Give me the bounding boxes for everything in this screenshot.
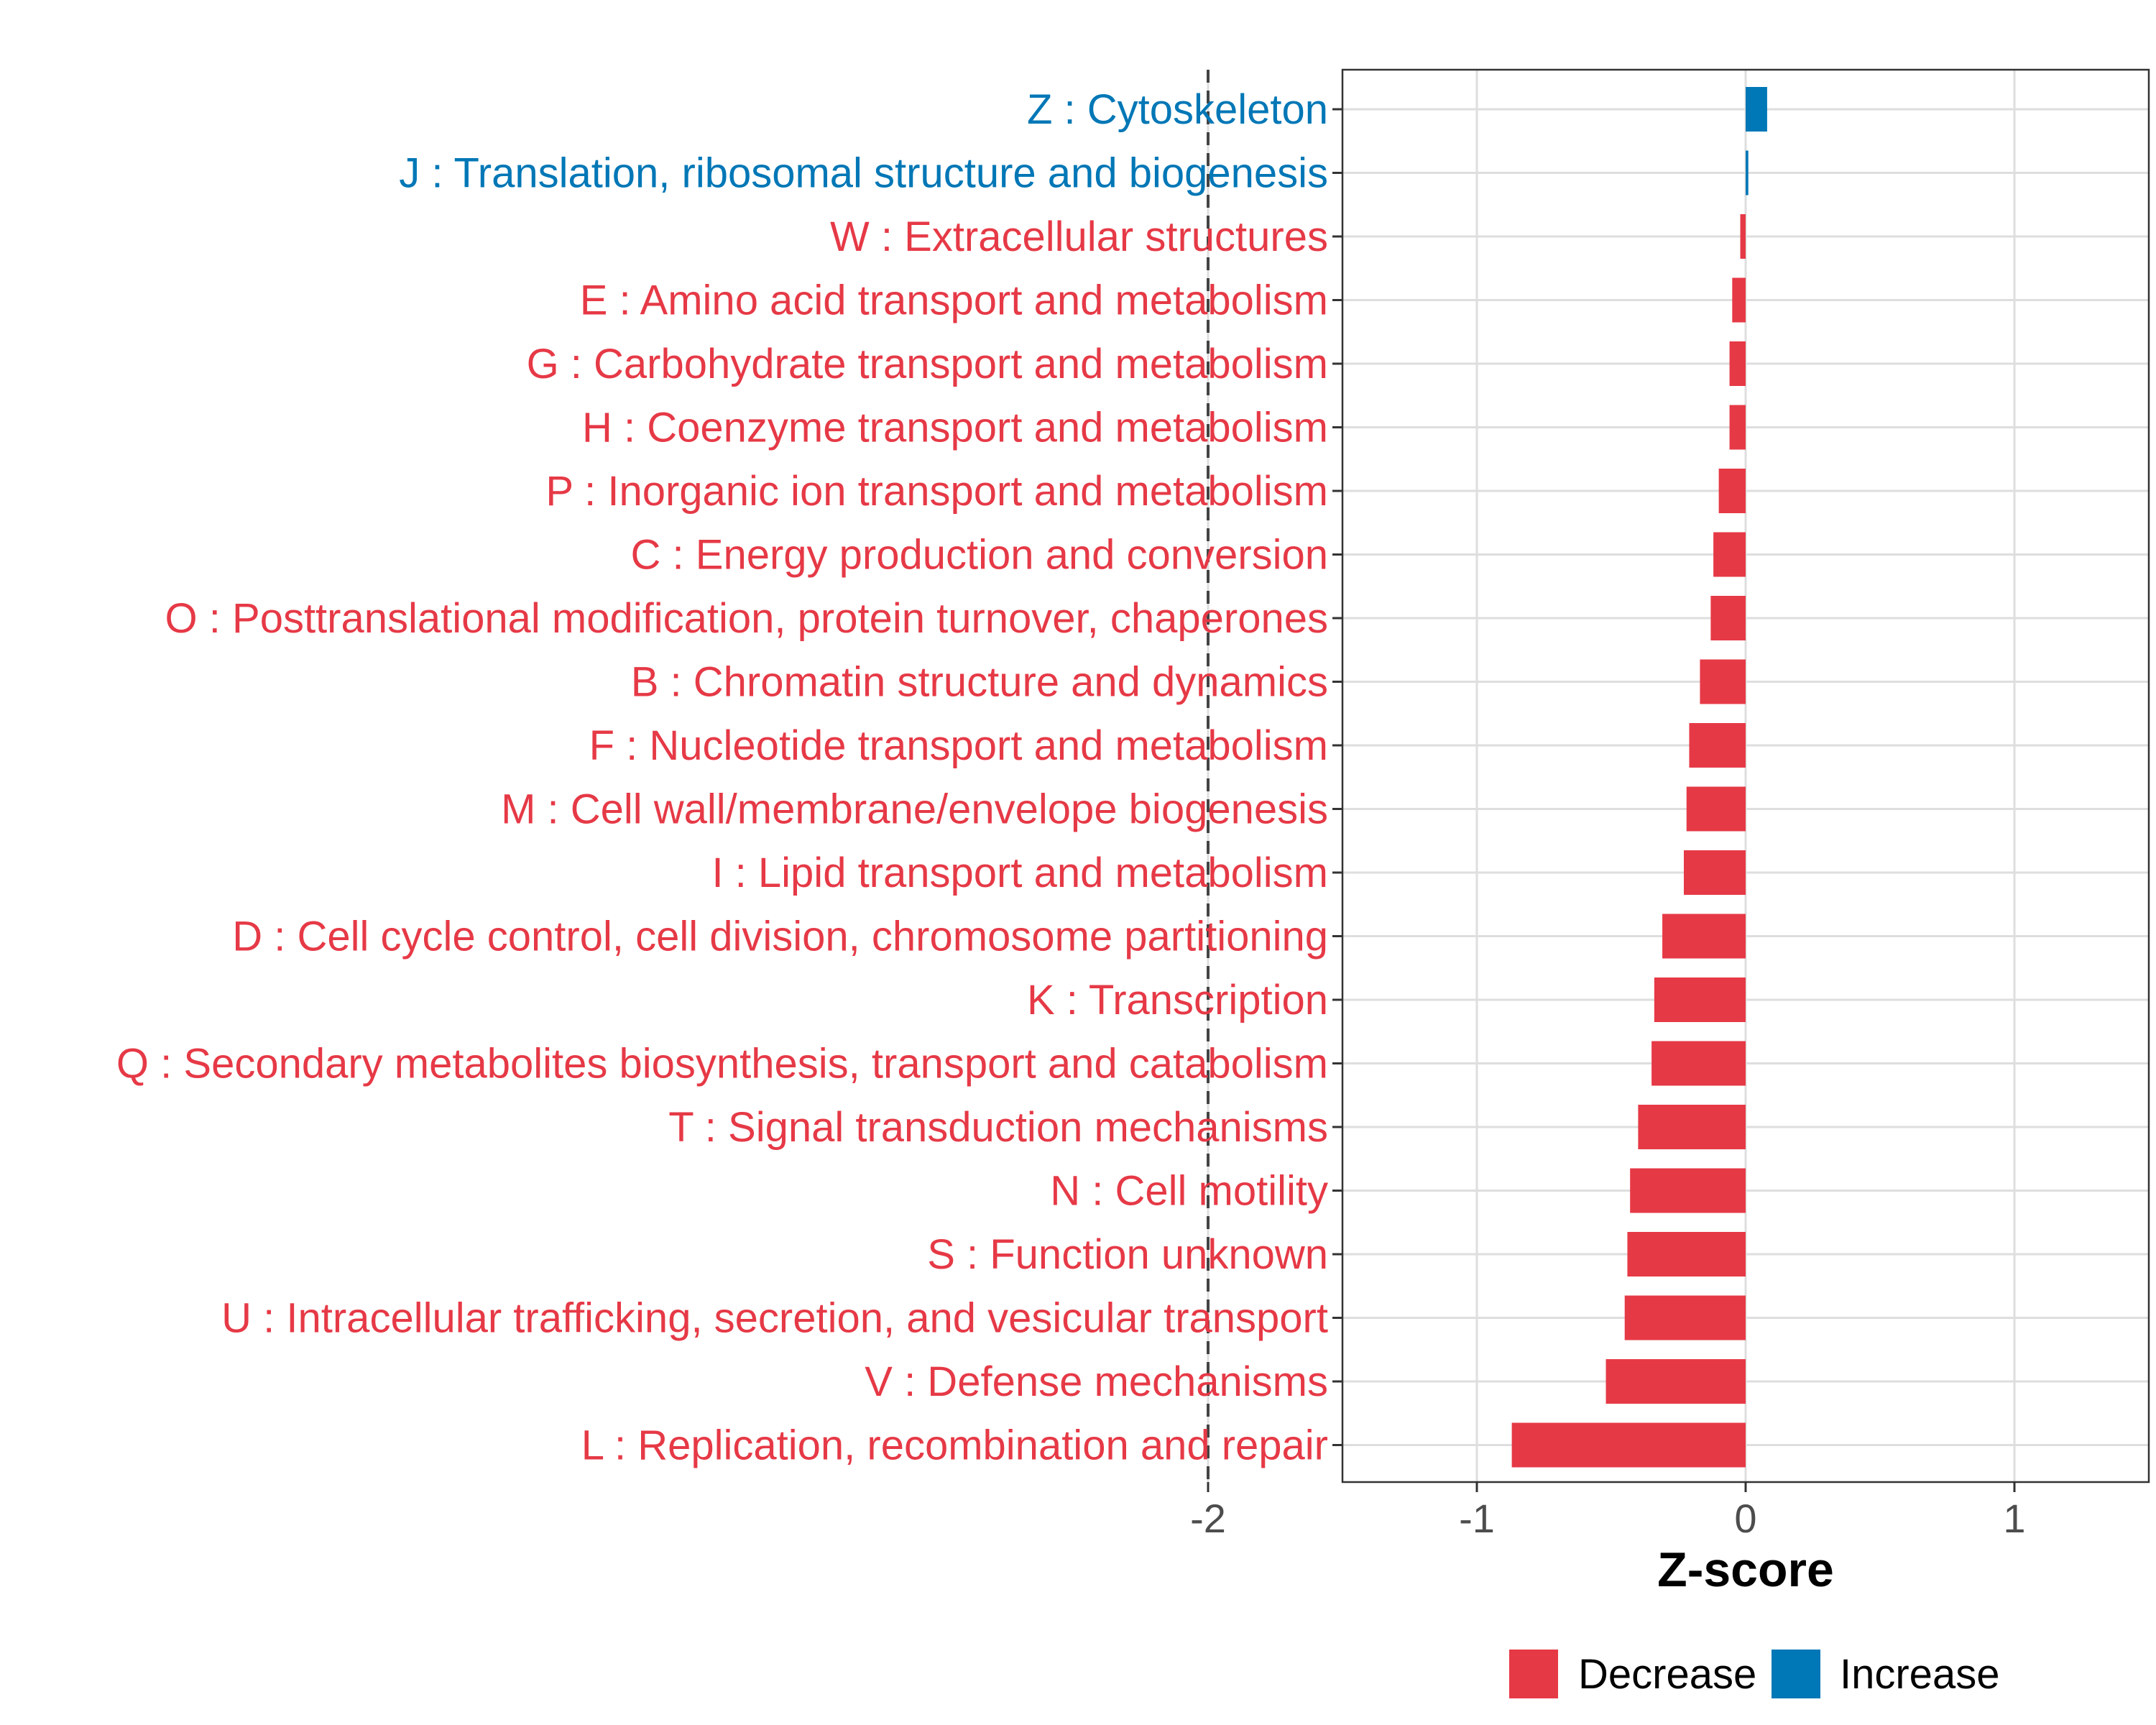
bar-increase	[1746, 150, 1749, 196]
bar-decrease	[1686, 786, 1746, 832]
category-label: N : Cell motility	[1050, 1168, 1328, 1215]
bar-decrease	[1729, 341, 1746, 386]
category-label: S : Function unknown	[927, 1231, 1328, 1278]
legend-label-increase: Increase	[1840, 1651, 1999, 1698]
legend-swatch-increase	[1772, 1650, 1820, 1698]
bar-decrease	[1630, 1168, 1746, 1213]
category-label: T : Signal transduction mechanisms	[668, 1104, 1328, 1151]
x-tick-label: -2	[1190, 1496, 1226, 1541]
category-label: G : Carbohydrate transport and metabolis…	[527, 341, 1328, 387]
category-label: F : Nucleotide transport and metabolism	[589, 722, 1328, 769]
bar-decrease	[1662, 914, 1746, 959]
x-tick-label: -1	[1459, 1496, 1495, 1541]
category-label: E : Amino acid transport and metabolism	[580, 277, 1328, 324]
category-label: P : Inorganic ion transport and metaboli…	[545, 468, 1328, 515]
bar-decrease	[1718, 469, 1746, 513]
bar-decrease	[1606, 1359, 1746, 1404]
legend-swatch-decrease	[1509, 1650, 1558, 1698]
bar-decrease	[1729, 405, 1746, 450]
bar-decrease	[1651, 1041, 1746, 1086]
legend-label-decrease: Decrease	[1578, 1651, 1756, 1698]
x-tick-label: 1	[2003, 1496, 2025, 1541]
y-axis-labels: Z : Cytoskeleton J : Translation, ribosom…	[116, 86, 1328, 1469]
x-axis-title: Z-score	[1657, 1542, 1834, 1597]
bar-decrease	[1511, 1422, 1746, 1468]
bars	[1511, 87, 1767, 1468]
bar-increase	[1746, 87, 1767, 132]
category-label: K : Transcription	[1027, 977, 1328, 1024]
x-axis-ticks	[1207, 1482, 2016, 1492]
bar-decrease	[1638, 1105, 1746, 1149]
category-label: H : Coenzyme transport and metabolism	[582, 405, 1328, 451]
legend: Decrease Increase	[1509, 1650, 1999, 1698]
bar-decrease	[1627, 1232, 1746, 1276]
bar-decrease	[1624, 1295, 1746, 1340]
category-label: Q : Secondary metabolites biosynthesis, …	[116, 1041, 1328, 1087]
bar-decrease	[1654, 978, 1746, 1022]
category-label: W : Extracellular structures	[830, 213, 1328, 260]
bar-decrease	[1732, 277, 1746, 323]
x-axis-tick-labels: -2-1012	[1190, 1496, 2025, 1541]
category-label: C : Energy production and conversion	[631, 532, 1328, 579]
bar-decrease	[1700, 659, 1746, 704]
category-label: B : Chromatin structure and dynamics	[631, 659, 1328, 706]
category-label: Z : Cytoskeleton	[1027, 86, 1328, 133]
category-label: O : Posttranslational modification, prot…	[165, 595, 1328, 642]
y-axis-ticks	[1332, 108, 1342, 1446]
category-label: J : Translation, ribosomal structure and…	[399, 150, 1328, 197]
category-label: L : Replication, recombination and repai…	[581, 1422, 1328, 1469]
category-label: D : Cell cycle control, cell division, c…	[232, 914, 1328, 960]
reference-lines	[1207, 70, 1210, 1482]
category-label: I : Lipid transport and metabolism	[711, 850, 1328, 896]
bar-decrease	[1689, 723, 1746, 768]
bar-decrease	[1713, 532, 1746, 577]
category-label: V : Defense mechanisms	[865, 1358, 1328, 1405]
bar-decrease	[1740, 214, 1746, 259]
category-label: M : Cell wall/membrane/envelope biogenes…	[501, 786, 1328, 833]
bar-decrease	[1710, 596, 1746, 640]
x-tick-label: 0	[1734, 1496, 1756, 1541]
bar-decrease	[1683, 850, 1746, 895]
category-label: U : Intracellular trafficking, secretion…	[221, 1295, 1328, 1342]
